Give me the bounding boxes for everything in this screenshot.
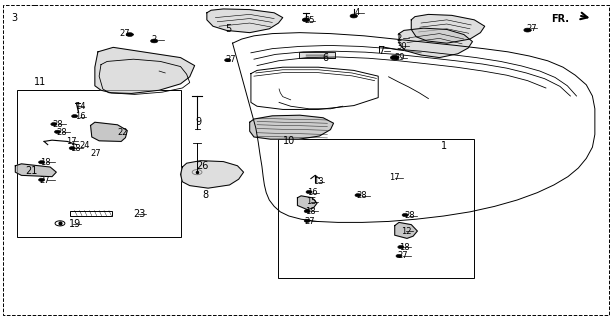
Text: 6: 6 (323, 52, 329, 63)
Text: 18: 18 (40, 158, 50, 167)
Text: 18: 18 (305, 207, 315, 216)
Circle shape (524, 28, 531, 32)
Circle shape (54, 130, 61, 133)
Text: 28: 28 (56, 128, 67, 137)
Text: 18: 18 (399, 243, 409, 252)
Text: 4: 4 (355, 8, 360, 17)
Circle shape (151, 39, 158, 43)
Bar (17, 90, 181, 237)
Text: 2: 2 (397, 34, 402, 43)
Text: 27: 27 (526, 24, 537, 33)
Text: 16: 16 (307, 188, 318, 197)
Circle shape (396, 254, 402, 258)
Text: 27: 27 (305, 217, 315, 226)
Text: 7: 7 (378, 46, 384, 56)
Text: 23: 23 (133, 209, 146, 220)
Text: FR.: FR. (551, 13, 569, 24)
Bar (278, 139, 474, 278)
Polygon shape (395, 222, 417, 238)
Circle shape (304, 210, 310, 213)
Circle shape (355, 194, 361, 197)
Text: 1: 1 (441, 140, 447, 151)
Circle shape (302, 18, 310, 22)
Text: 18: 18 (70, 144, 81, 153)
Circle shape (306, 190, 312, 194)
Text: 10: 10 (283, 136, 295, 146)
Bar (299, 52, 335, 58)
Circle shape (72, 115, 78, 118)
Text: 25: 25 (305, 16, 315, 25)
Text: 24: 24 (80, 141, 90, 150)
Text: 28: 28 (404, 212, 414, 220)
Text: 30: 30 (397, 42, 407, 51)
Polygon shape (181, 161, 244, 188)
Text: 12: 12 (401, 227, 411, 236)
Circle shape (39, 178, 45, 181)
Circle shape (39, 161, 45, 164)
Text: 5: 5 (225, 24, 231, 34)
Text: 27: 27 (119, 29, 130, 38)
Circle shape (126, 33, 133, 36)
Polygon shape (411, 14, 485, 43)
Text: 9: 9 (196, 116, 202, 127)
Text: 13: 13 (313, 177, 324, 186)
Text: 28: 28 (52, 120, 62, 129)
Text: 2: 2 (152, 36, 157, 44)
Text: 15: 15 (306, 197, 316, 206)
Text: 16: 16 (75, 112, 85, 121)
Polygon shape (297, 196, 317, 210)
Circle shape (69, 147, 75, 150)
Text: 22: 22 (118, 128, 128, 137)
Polygon shape (91, 122, 127, 141)
Text: 27: 27 (40, 176, 50, 185)
Text: 19: 19 (69, 219, 81, 229)
Text: 27: 27 (398, 252, 408, 260)
Text: 17: 17 (66, 137, 76, 146)
Circle shape (51, 123, 57, 126)
Text: 26: 26 (196, 161, 208, 172)
Text: 8: 8 (202, 190, 208, 200)
Text: 21: 21 (26, 166, 38, 176)
Text: 28: 28 (356, 191, 367, 200)
Text: 14: 14 (75, 102, 85, 111)
Text: 11: 11 (34, 76, 46, 87)
Text: 3: 3 (11, 12, 17, 23)
Circle shape (350, 14, 357, 18)
Circle shape (398, 245, 404, 249)
Polygon shape (399, 28, 472, 58)
Text: 17: 17 (389, 173, 399, 182)
Text: 27: 27 (225, 55, 236, 64)
Polygon shape (15, 164, 56, 177)
Polygon shape (95, 47, 195, 93)
Circle shape (390, 55, 399, 60)
Bar (70, 211, 112, 216)
Circle shape (304, 219, 310, 222)
Circle shape (225, 59, 231, 62)
Polygon shape (250, 115, 334, 139)
Text: 27: 27 (91, 149, 101, 158)
Polygon shape (207, 9, 283, 33)
Circle shape (402, 213, 408, 217)
Text: 29: 29 (395, 53, 405, 62)
